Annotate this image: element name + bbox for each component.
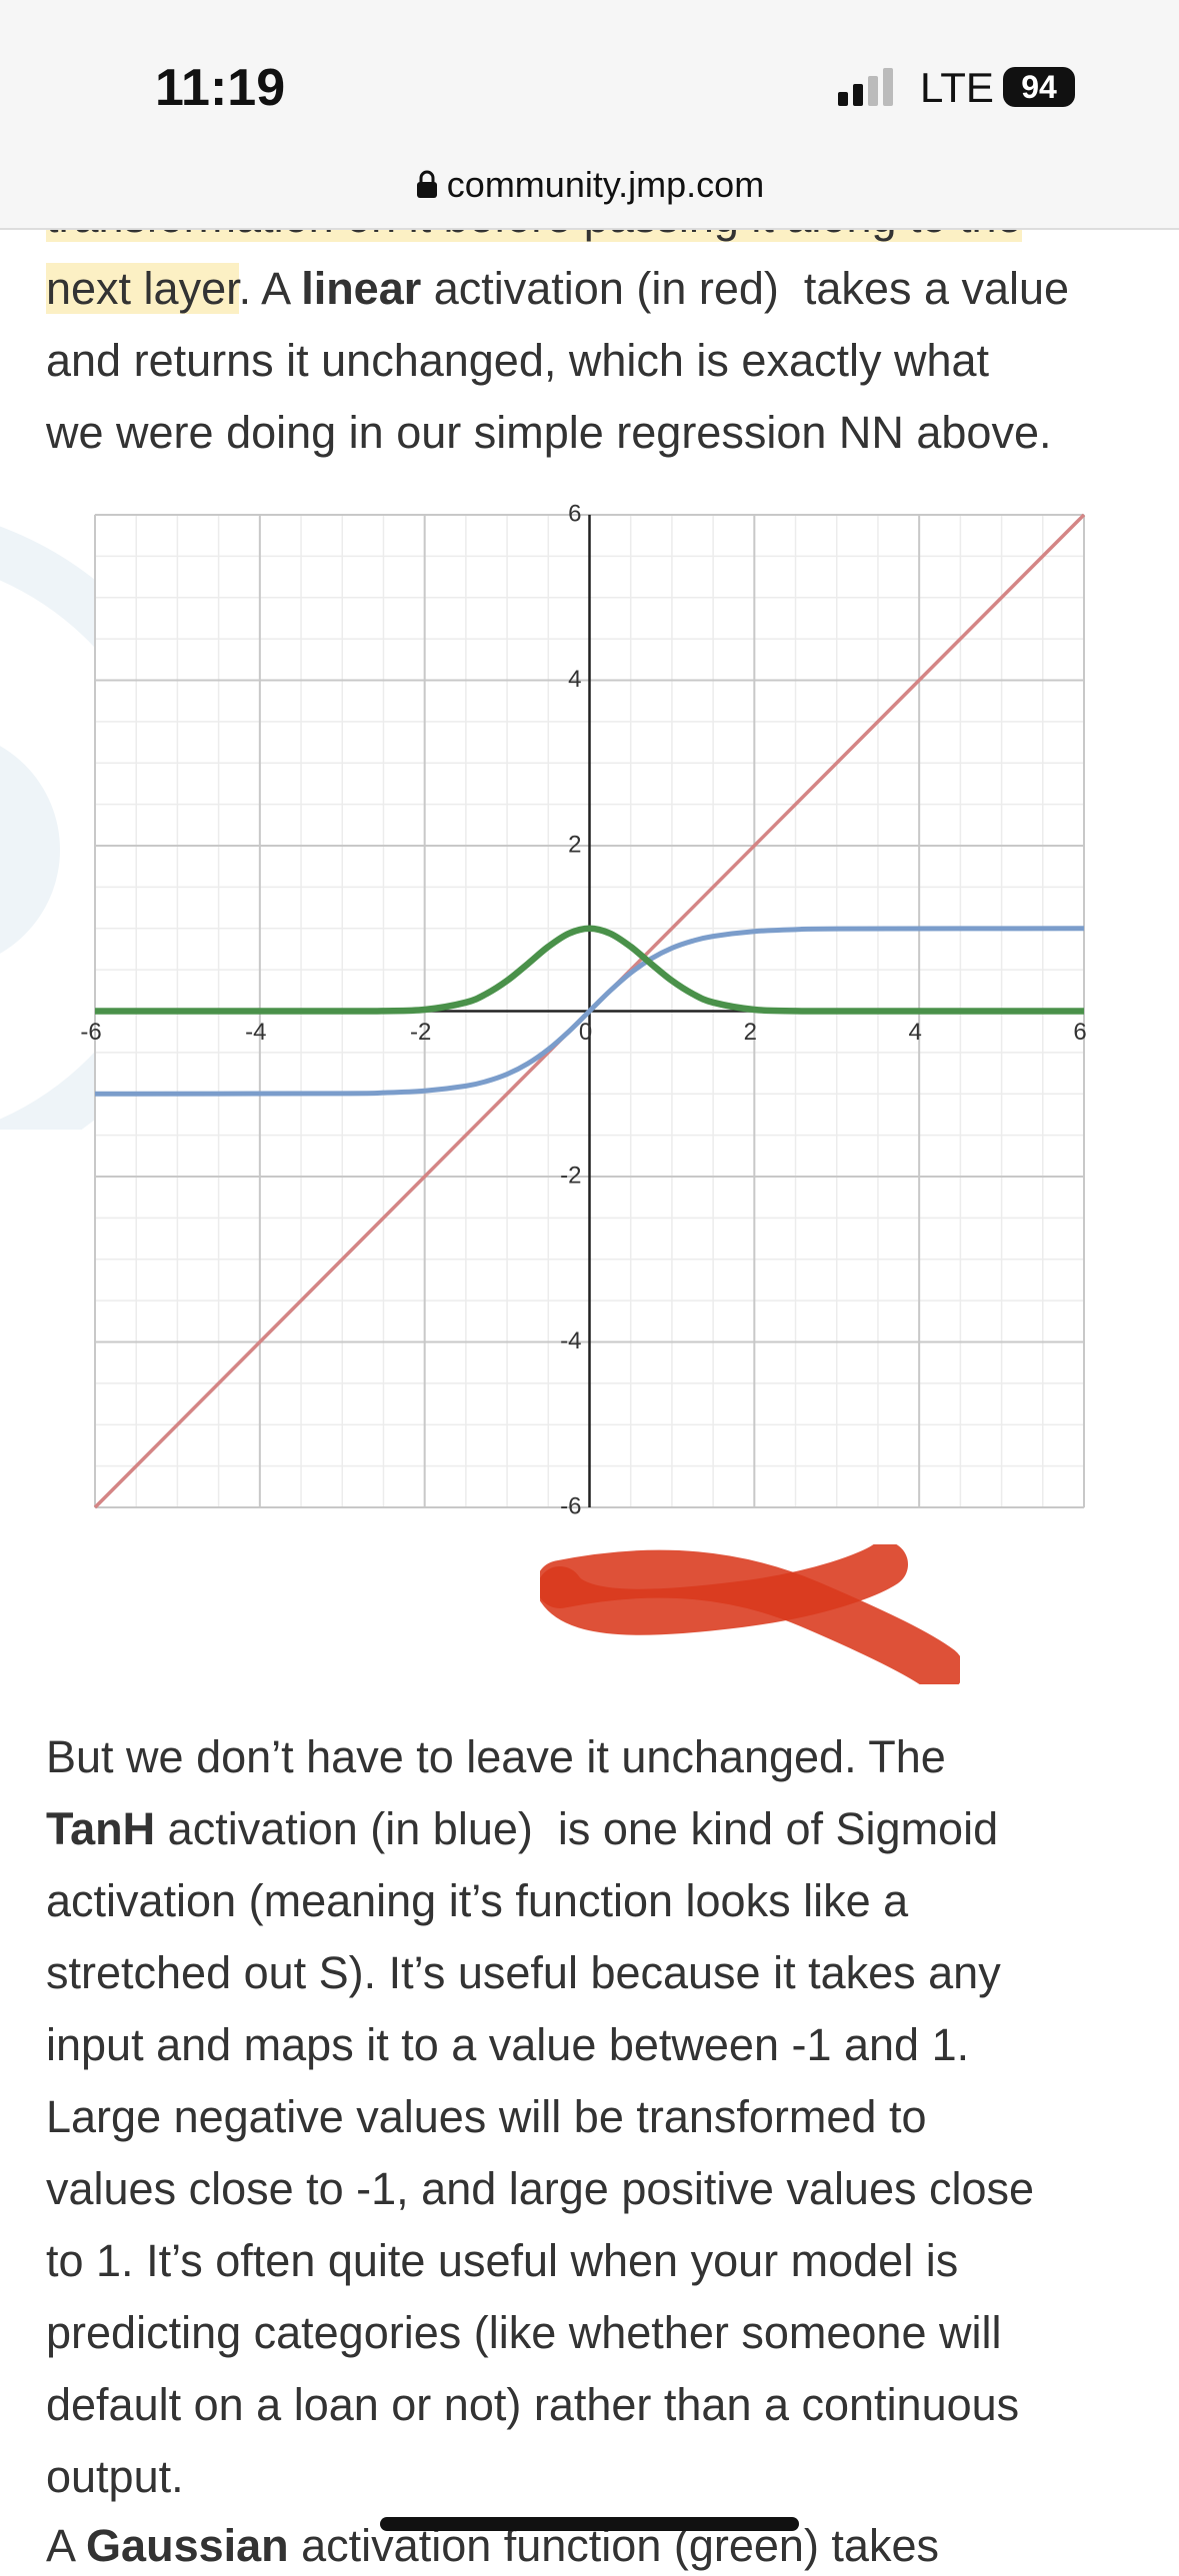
- text: to 1. It’s often quite useful when your …: [46, 2235, 959, 2286]
- chart: -6 -4 -2 0 2 4 6 -6 -4 -2 2 4 6: [80, 500, 1086, 1519]
- home-indicator: [380, 2517, 799, 2531]
- y-tick-label: 6: [568, 500, 581, 527]
- bold-text: TanH: [46, 1803, 156, 1854]
- text: . A: [238, 263, 302, 314]
- text: Large negative values will be transforme…: [46, 2091, 927, 2142]
- text: input and maps it to a value between -1 …: [46, 2019, 970, 2070]
- x-tick-label: -6: [80, 1019, 101, 1046]
- text: default on a loan or not) rather than a …: [46, 2379, 1020, 2430]
- y-tick-label: 2: [568, 831, 581, 858]
- series-line: [94, 926, 1085, 1097]
- text-line: output.: [46, 2447, 184, 2507]
- text-line: But we don’t have to leave it unchanged.…: [46, 1727, 946, 1787]
- y-tick-label: 4: [568, 666, 581, 693]
- text-line: next layer. A linear activation (in red)…: [46, 259, 1069, 319]
- watermark-dot: [0, 746, 60, 954]
- address-bar[interactable]: community.jmp.com: [0, 164, 1179, 206]
- text: next layer: [46, 263, 239, 314]
- bold-text: Gaussian: [86, 2520, 289, 2571]
- y-tick-label: -6: [560, 1492, 581, 1519]
- x-tick-label: -4: [245, 1019, 266, 1046]
- status-battery: 94: [1003, 67, 1075, 107]
- bold-text: linear: [301, 263, 422, 314]
- text-line: Large negative values will be transforme…: [46, 2087, 927, 2147]
- x-tick-label: 6: [1073, 1019, 1086, 1046]
- text: stretched out S). It’s useful because it…: [46, 1947, 1001, 1998]
- status-time: 11:19: [155, 59, 286, 117]
- text: output.: [46, 2451, 184, 2502]
- text-line: input and maps it to a value between -1 …: [46, 2015, 969, 2075]
- text-line: values close to -1, and large positive v…: [46, 2159, 1034, 2219]
- text: activation (in blue) is one kind of Sigm…: [155, 1803, 999, 1854]
- text-line: default on a loan or not) rather than a …: [46, 2375, 1019, 2435]
- y-tick-label: -4: [560, 1327, 581, 1354]
- status-network: LTE: [920, 64, 994, 111]
- text-line: stretched out S). It’s useful because it…: [46, 1943, 1001, 2003]
- text: activation (meaning it’s function looks …: [46, 1875, 909, 1926]
- signal-icon: [838, 68, 893, 106]
- text-line: and returns it unchanged, which is exact…: [46, 331, 989, 391]
- scribble: [540, 1544, 960, 1684]
- text: But we don’t have to leave it unchanged.…: [46, 1731, 946, 1782]
- y-tick-label: -2: [560, 1162, 581, 1189]
- text: we were doing in our simple regression N…: [46, 407, 1052, 458]
- text-line: to 1. It’s often quite useful when your …: [46, 2231, 958, 2291]
- text: predicting categories (like whether some…: [46, 2307, 1002, 2358]
- lock-icon: [416, 170, 437, 198]
- text-line: TanH activation (in blue) is one kind of…: [46, 1799, 998, 1859]
- x-tick-label: 2: [744, 1019, 757, 1046]
- text-line: activation (meaning it’s function looks …: [46, 1871, 908, 1931]
- text-line: predicting categories (like whether some…: [46, 2303, 1001, 2363]
- series-line: [94, 925, 1085, 1015]
- text: and returns it unchanged, which is exact…: [46, 335, 990, 386]
- x-tick-label: -2: [410, 1019, 431, 1046]
- text: values close to -1, and large positive v…: [46, 2163, 1035, 2214]
- text: A: [46, 2520, 87, 2571]
- x-tick-label: 0: [579, 1019, 592, 1046]
- url-text: community.jmp.com: [446, 164, 765, 205]
- text-line: we were doing in our simple regression N…: [46, 403, 1052, 463]
- x-tick-label: 4: [908, 1019, 921, 1046]
- browser-header: 11:19 LTE 94 community.jmp.com: [0, 0, 1179, 230]
- scribble-stroke: [540, 1544, 908, 1635]
- text: activation (in red) takes a value: [421, 263, 1070, 314]
